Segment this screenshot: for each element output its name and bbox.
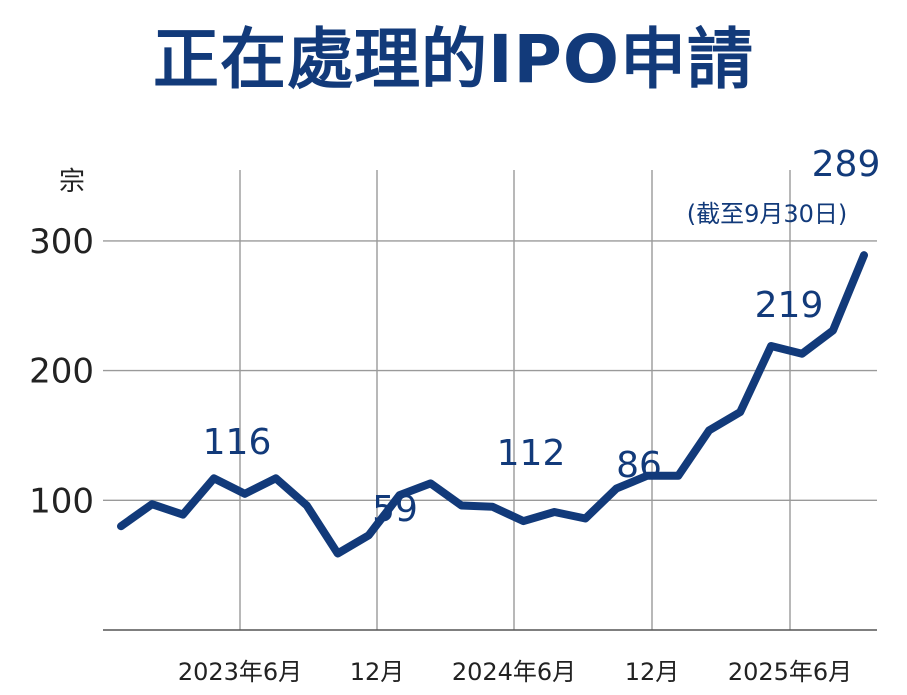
data-label: 112 [497, 433, 566, 474]
x-tick-label: 12月 [625, 658, 680, 686]
annotation-note: (截至9月30日) [687, 200, 848, 228]
x-tick-label: 12月 [350, 658, 405, 686]
data-label: 219 [755, 285, 824, 326]
y-tick-label: 100 [29, 481, 94, 521]
y-axis-unit: 宗 [59, 167, 85, 197]
y-tick-label: 300 [29, 222, 94, 262]
data-label: 116 [203, 422, 272, 463]
data-label: 86 [616, 445, 662, 486]
series-line [117, 251, 868, 558]
x-tick-label: 2024年6月 [452, 658, 576, 686]
data-label: 59 [372, 489, 418, 530]
data-label: 289 [812, 144, 881, 185]
y-tick-label: 200 [29, 352, 94, 392]
x-tick-label: 2025年6月 [728, 658, 852, 686]
chart-title: 正在處理的IPO申請 [152, 21, 755, 98]
x-tick-label: 2023年6月 [178, 658, 302, 686]
